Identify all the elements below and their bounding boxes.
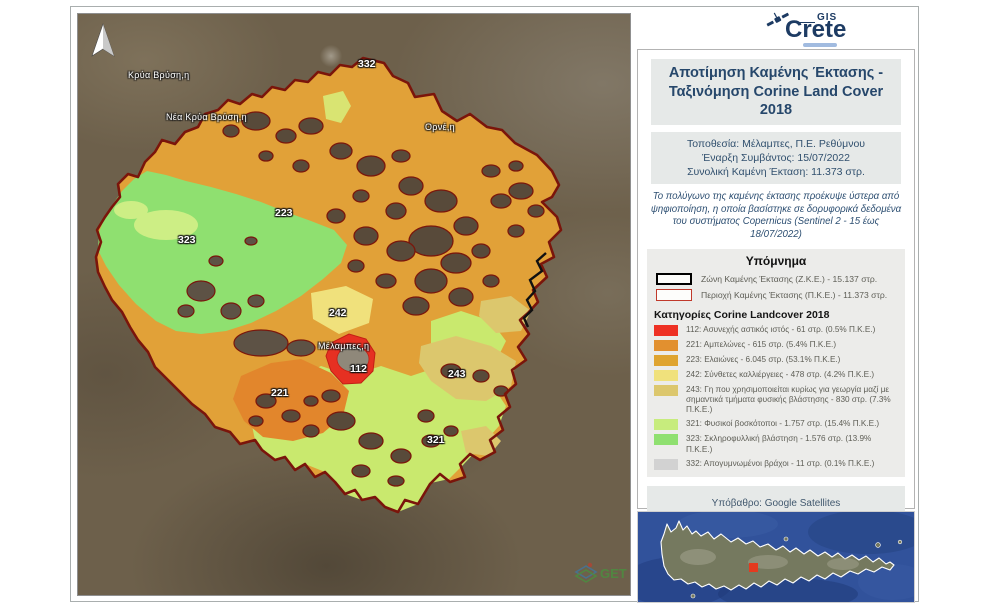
legend-category-row: 243: Γη που χρησιμοποιείται κυρίως για γ… (654, 384, 898, 416)
map-title-line2: Ταξινόμηση Corine Land Cover 2018 (668, 83, 884, 119)
village-texture (336, 345, 370, 373)
code-label: 112 (350, 363, 367, 375)
map-title: Αποτίμηση Καμένης Έκτασης - Ταξινόμηση C… (651, 59, 901, 125)
get-watermark: GET (574, 560, 630, 591)
zke-label: Ζώνη Καμένης Έκτασης (Ζ.Κ.Ε.) - 15.137 σ… (701, 273, 878, 284)
location-marker (749, 563, 758, 572)
code-label: 321 (427, 434, 445, 446)
region-243c (461, 426, 501, 456)
category-label: 221: Αμπελώνες - 615 στρ. (5.4% Π.Κ.Ε.) (686, 339, 837, 349)
basemap-line: Υπόβαθρο: Google Satellites (711, 497, 841, 509)
category-label: 323: Σκληροφυλλική βλάστηση - 1.576 στρ.… (686, 434, 872, 454)
location-line: Τοποθεσία: Μέλαμπες, Π.Ε. Ρεθύμνου (686, 137, 866, 150)
pke-swatch (656, 288, 692, 301)
code-label: 223 (275, 207, 293, 219)
category-swatch (654, 458, 678, 470)
logo-crete-text: Crete (785, 16, 847, 43)
event-info-box: Τοποθεσία: Μέλαμπες, Π.Ε. Ρεθύμνου Έναρξ… (651, 131, 901, 185)
start-date-line: Έναρξη Συμβάντος: 15/07/2022 (702, 151, 850, 164)
region-242 (311, 286, 373, 334)
code-label: 332 (358, 58, 376, 70)
category-label: 243: Γη που χρησιμοποιείται κυρίως για γ… (686, 384, 891, 415)
burn-polygon-outline (94, 56, 563, 514)
category-label: 321: Φυσικοί βοσκότοποι - 1.757 στρ. (15… (686, 419, 880, 429)
place-label: Μέλαμπες,η (318, 341, 370, 351)
total-area-line: Συνολική Καμένη Έκταση: 11.373 στρ. (687, 165, 865, 178)
region-321-patch-light (134, 210, 198, 240)
zke-swatch (656, 272, 692, 285)
watermark-diamond-blue (574, 565, 598, 579)
burned-area-overlay (94, 56, 563, 514)
legend-zone-row: Περιοχή Καμένης Έκτασης (Π.Κ.Ε.) - 11.37… (656, 288, 898, 301)
watermark-diamond-green (574, 569, 598, 583)
crete-island (660, 520, 895, 591)
legend-category-row: 223: Ελαιώνες - 6.045 στρ. (53.1% Π.Κ.Ε.… (654, 354, 898, 366)
category-swatch (654, 369, 678, 381)
category-label: 242: Σύνθετες καλλιέργειες - 478 στρ. (4… (686, 369, 875, 379)
pke-label: Περιοχή Καμένης Έκτασης (Π.Κ.Ε.) - 11.37… (701, 289, 888, 300)
category-swatch (654, 434, 678, 446)
islet (690, 593, 696, 599)
map-canvas: Κρύα Βρύση,η Νέα Κρύα Βρύση,η Ορνέ,η Μέλ… (77, 13, 631, 596)
legend-category-row: 323: Σκληροφυλλική βλάστηση - 1.576 στρ.… (654, 434, 898, 455)
map-sheet-frame: Κρύα Βρύση,η Νέα Κρύα Βρύση,η Ορνέ,η Μέλ… (70, 6, 919, 603)
zke-line (522, 252, 547, 328)
region-243b (479, 296, 531, 333)
logo-gis-text: GIS (817, 12, 838, 23)
map-title-line1: Αποτίμηση Καμένης Έκτασης - (668, 65, 884, 81)
category-swatch (654, 354, 678, 366)
legend-panel: Υπόμνημα Ζώνη Καμένης Έκτασης (Ζ.Κ.Ε.) -… (647, 248, 905, 477)
region-321-patch-light2 (114, 201, 148, 219)
watermark-text: GET (600, 566, 627, 581)
code-label: 243 (448, 368, 466, 380)
islet (875, 542, 881, 548)
region-242b (323, 91, 351, 123)
methodology-note: Το πολύγωνο της καμένης έκτασης προέκυψε… (650, 191, 902, 240)
place-label: Νέα Κρύα Βρύση,η (166, 112, 247, 122)
region-243 (419, 336, 516, 401)
place-label: Ορνέ,η (425, 122, 455, 132)
category-label: 223: Ελαιώνες - 6.045 στρ. (53.1% Π.Κ.Ε.… (686, 354, 841, 364)
category-label: 332: Απογυμνωμένοι βράχοι - 11 στρ. (0.1… (686, 458, 875, 468)
legend-heading: Υπόμνημα (745, 253, 807, 268)
satellite-icon (766, 12, 789, 27)
logo-divider (791, 22, 815, 23)
watermark-dot (587, 562, 593, 568)
inset-map (637, 511, 915, 603)
category-swatch (654, 324, 678, 336)
legend-category-row: 321: Φυσικοί βοσκότοποι - 1.757 στρ. (15… (654, 419, 898, 431)
logo-subtext-bar (803, 43, 837, 47)
unburned-holes (177, 111, 545, 487)
legend-zone-row: Ζώνη Καμένης Έκτασης (Ζ.Κ.Ε.) - 15.137 σ… (656, 272, 898, 285)
islet (897, 539, 903, 545)
code-label: 323 (178, 234, 196, 246)
islet (783, 536, 789, 542)
place-label: Κρύα Βρύση,η (128, 70, 190, 80)
category-swatch (654, 339, 678, 351)
code-label: 242 (329, 307, 347, 319)
title-card: Αποτίμηση Καμένης Έκτασης - Ταξινόμηση C… (637, 49, 915, 598)
code-label: 221 (271, 387, 289, 399)
category-label: 112: Ασυνεχής αστικός ιστός - 61 στρ. (0… (686, 324, 876, 334)
legend-category-row: 112: Ασυνεχής αστικός ιστός - 61 στρ. (0… (654, 324, 898, 336)
north-arrow-icon (91, 23, 115, 57)
category-swatch (654, 384, 678, 396)
legend-category-row: 221: Αμπελώνες - 615 στρ. (5.4% Π.Κ.Ε.) (654, 339, 898, 351)
gis-crete-logo: GIS Crete (739, 10, 889, 50)
categories-heading: Κατηγορίες Corine Landcover 2018 (654, 308, 830, 321)
category-swatch (654, 419, 678, 431)
legend-category-row: 332: Απογυμνωμένοι βράχοι - 11 στρ. (0.1… (654, 458, 898, 470)
legend-category-row: 242: Σύνθετες καλλιέργειες - 478 στρ. (4… (654, 369, 898, 381)
